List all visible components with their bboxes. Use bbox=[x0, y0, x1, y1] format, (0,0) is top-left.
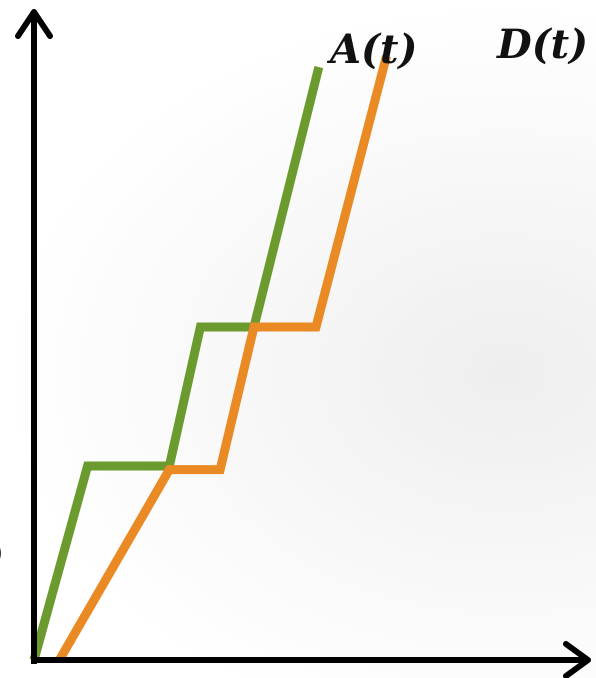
series-layer bbox=[29, 54, 391, 663]
series-label-d: D(t) bbox=[496, 21, 588, 68]
x-axis-arrowhead bbox=[563, 641, 591, 678]
labels-layer: A(t) D(t) ) bbox=[0, 21, 588, 566]
axes-layer bbox=[15, 9, 591, 678]
cropped-label-fragment: ) bbox=[0, 541, 3, 566]
series-line-d bbox=[55, 54, 391, 663]
series-label-a: A(t) bbox=[326, 26, 417, 73]
y-axis-arrowhead bbox=[15, 9, 53, 39]
series-line-a bbox=[29, 65, 324, 662]
